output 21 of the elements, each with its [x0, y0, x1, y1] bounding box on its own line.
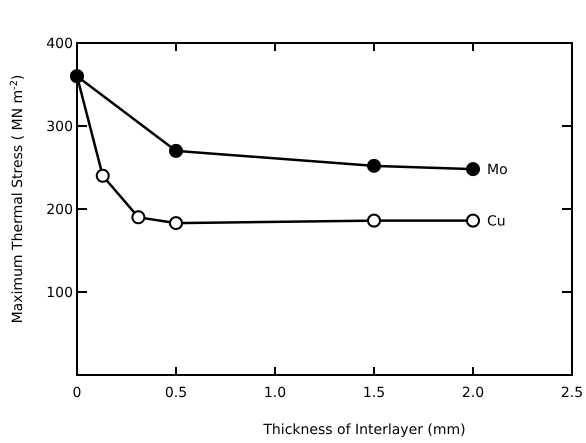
point	[367, 214, 381, 228]
x-tick-label: 0.5	[164, 385, 188, 401]
x-tick-label: 1.5	[362, 385, 386, 401]
series-label: Cu	[487, 214, 506, 230]
y-tick-label: 100	[46, 285, 73, 301]
x-axis-title: Thickness of Interlayer (mm)	[262, 422, 466, 438]
x-tick-label: 0	[72, 385, 82, 401]
point	[367, 158, 381, 173]
series-label: Mo	[487, 162, 508, 178]
point	[169, 216, 183, 230]
x-tick-label: 2.5	[560, 385, 584, 401]
point	[466, 162, 480, 176]
point	[96, 168, 110, 183]
y-tick-label: 200	[46, 202, 73, 218]
point	[466, 214, 480, 228]
x-tick-label: 1.0	[264, 385, 286, 401]
y-tick-label: 300	[46, 119, 73, 135]
x-tick-label: 2.0	[462, 385, 484, 401]
point	[131, 210, 146, 224]
point	[169, 144, 183, 158]
y-tick-label: 400	[46, 36, 73, 52]
